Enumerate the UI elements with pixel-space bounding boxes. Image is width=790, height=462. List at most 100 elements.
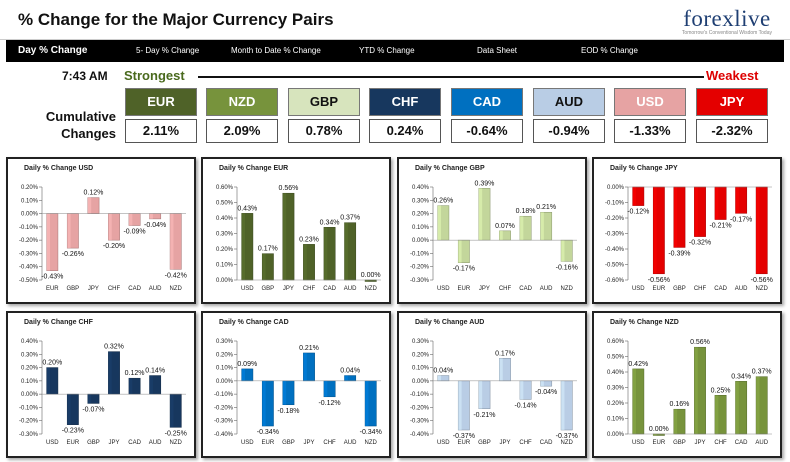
data-label: 0.21% <box>536 204 556 211</box>
y-tick-label: -0.40% <box>410 432 430 438</box>
data-label: 0.37% <box>752 369 772 376</box>
bar-group <box>323 227 336 281</box>
tab-data-sheet[interactable]: Data Sheet <box>477 46 518 55</box>
bar-highlight <box>323 380 328 397</box>
bar-highlight <box>365 280 369 282</box>
bar-group <box>735 186 748 214</box>
data-label: -0.14% <box>514 402 536 409</box>
category-label: CHF <box>519 440 532 446</box>
currency-card-gbp: GBP 0.78% <box>288 88 360 143</box>
bar-highlight <box>478 188 483 241</box>
y-tick-label: -0.20% <box>19 419 39 425</box>
category-label: GBP <box>673 286 686 292</box>
tab-eod-change[interactable]: EOD % Change <box>581 46 638 55</box>
bar-group <box>323 380 336 398</box>
chart-panel-cad: Daily % Change CAD 0.30% 0.20% 0.10% 0.00% -… <box>201 311 391 458</box>
category-label: CHF <box>499 286 512 292</box>
y-tick-label: -0.30% <box>410 419 430 425</box>
y-tick-label: -0.30% <box>19 251 39 257</box>
tab-day-change[interactable]: Day % Change <box>18 45 88 56</box>
tab-month-to-date-change[interactable]: Month to Date % Change <box>231 46 321 55</box>
bar-highlight <box>87 197 92 214</box>
category-label: AUD <box>344 286 357 292</box>
bar-group <box>694 346 706 435</box>
category-label: NZD <box>365 440 378 446</box>
page-title: % Change for the Major Currency Pairs <box>18 10 334 29</box>
y-tick-label: 0.10% <box>21 198 39 204</box>
bar-highlight <box>458 240 462 263</box>
currency-card-cad: CAD -0.64% <box>451 88 523 143</box>
data-label: 0.34% <box>731 373 751 380</box>
data-label: -0.12% <box>318 400 340 407</box>
category-label: CAD <box>519 286 532 292</box>
chart-title: Daily % Change CHF <box>24 319 93 326</box>
category-label: GBP <box>67 286 80 292</box>
y-tick-label: 0.00% <box>216 278 234 284</box>
bar-group <box>632 368 645 435</box>
data-label: 0.25% <box>711 387 731 394</box>
bar-group <box>437 375 450 382</box>
data-label: -0.37% <box>453 433 475 440</box>
category-label: GBP <box>262 286 275 292</box>
bar-highlight <box>365 380 369 427</box>
bar-highlight <box>499 358 503 381</box>
currency-code: CHF <box>369 88 441 116</box>
data-label: 0.17% <box>495 350 515 357</box>
bar-group <box>241 368 254 382</box>
category-label: CHF <box>694 286 707 292</box>
y-tick-label: -0.50% <box>605 263 625 269</box>
category-label: CAD <box>735 440 748 446</box>
y-tick-label: 0.20% <box>216 352 234 358</box>
category-label: NZD <box>170 286 183 292</box>
currency-code: NZD <box>206 88 278 116</box>
category-label: CHF <box>108 286 121 292</box>
y-tick-label: 0.40% <box>216 216 234 222</box>
bar-group <box>714 186 727 220</box>
category-label: USD <box>632 286 645 292</box>
category-label: USD <box>241 440 254 446</box>
y-tick-label: -0.30% <box>214 419 234 425</box>
category-label: NZD <box>561 440 574 446</box>
y-tick-label: -0.30% <box>605 232 625 238</box>
data-label: 0.18% <box>516 208 536 215</box>
forexlive-logo[interactable]: forexlive Tomorrow's Conventional Wisdom… <box>682 6 772 36</box>
category-label: EUR <box>67 440 80 446</box>
bar-highlight <box>540 380 544 387</box>
category-label: USD <box>437 440 450 446</box>
category-label: AUD <box>149 440 162 446</box>
chart-panel-chf: Daily % Change CHF 0.40% 0.30% 0.20% 0.10% 0… <box>6 311 196 458</box>
bar-group <box>540 211 553 241</box>
currency-card-eur: EUR 2.11% <box>125 88 197 143</box>
bar-chart-eur: 0.60% 0.50% 0.40% 0.30% 0.20% 0.10% 0.00% 0.43%… <box>216 185 381 292</box>
bar-group <box>169 393 182 428</box>
y-tick-label: 0.20% <box>412 352 430 358</box>
bar-group <box>46 367 59 395</box>
bar-group <box>478 380 491 410</box>
data-label: 0.56% <box>690 339 710 346</box>
bar-highlight <box>149 213 153 219</box>
y-tick-label: -0.30% <box>19 432 39 438</box>
currency-code: GBP <box>288 88 360 116</box>
y-tick-label: 0.00% <box>412 238 430 244</box>
bar-group <box>261 253 274 281</box>
bar-group <box>673 408 686 435</box>
currency-cumulative-change: 2.11% <box>125 119 197 143</box>
bar-group <box>303 352 315 382</box>
chart-title: Daily % Change JPY <box>610 165 678 172</box>
category-label: JPY <box>88 286 99 292</box>
tab-5-day-change[interactable]: 5- Day % Change <box>136 46 200 55</box>
bar-highlight <box>519 380 524 400</box>
category-label: EUR <box>458 286 471 292</box>
tab-ytd-change[interactable]: YTD % Change <box>359 46 415 55</box>
y-tick-label: 0.40% <box>412 185 430 191</box>
y-tick-label: -0.30% <box>410 278 430 284</box>
currency-cumulative-change: 0.78% <box>288 119 360 143</box>
bar-group <box>457 239 470 263</box>
data-label: 0.32% <box>104 344 124 351</box>
bar-highlight <box>694 347 698 434</box>
y-tick-label: 0.30% <box>216 232 234 238</box>
bar-highlight <box>653 434 657 436</box>
category-label: EUR <box>653 286 666 292</box>
data-label: -0.04% <box>535 389 557 396</box>
category-label: JPY <box>283 286 294 292</box>
